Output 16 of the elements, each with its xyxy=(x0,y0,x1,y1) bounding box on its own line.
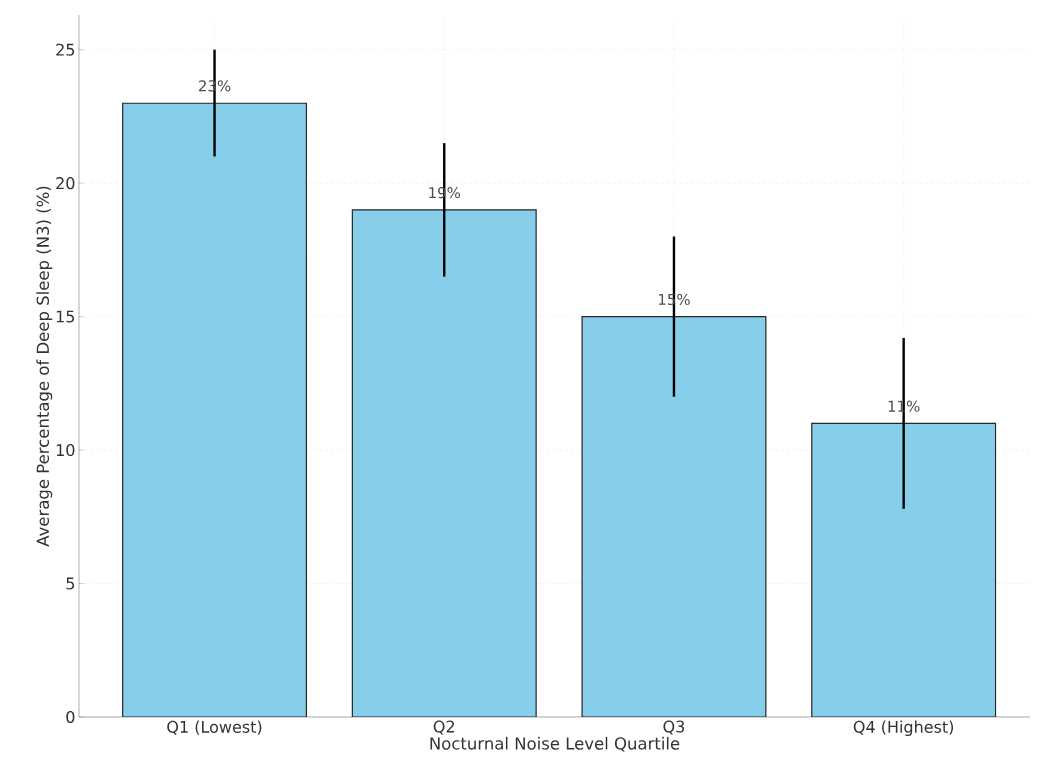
x-tick-label: Q4 (Highest) xyxy=(853,720,954,736)
x-tick-label: Q3 xyxy=(663,720,685,735)
bar xyxy=(811,422,997,717)
bar xyxy=(581,316,767,717)
y-tick-label: 5 xyxy=(66,577,75,590)
y-tick-label: 25 xyxy=(56,43,75,56)
bar xyxy=(122,102,308,717)
y-tick-label: 20 xyxy=(56,177,75,190)
y-tick-label: 10 xyxy=(56,444,75,457)
x-tick-label: Q1 (Lowest) xyxy=(167,720,262,735)
y-axis-title: Average Percentage of Deep Sleep (N3) (%) xyxy=(36,186,53,547)
x-axis-title: Nocturnal Noise Level Quartile xyxy=(430,736,680,752)
y-tick-label: 15 xyxy=(56,310,75,323)
y-tick-label: 0 xyxy=(66,710,75,724)
x-tick-label: Q2 xyxy=(433,720,455,735)
bar xyxy=(351,209,537,717)
